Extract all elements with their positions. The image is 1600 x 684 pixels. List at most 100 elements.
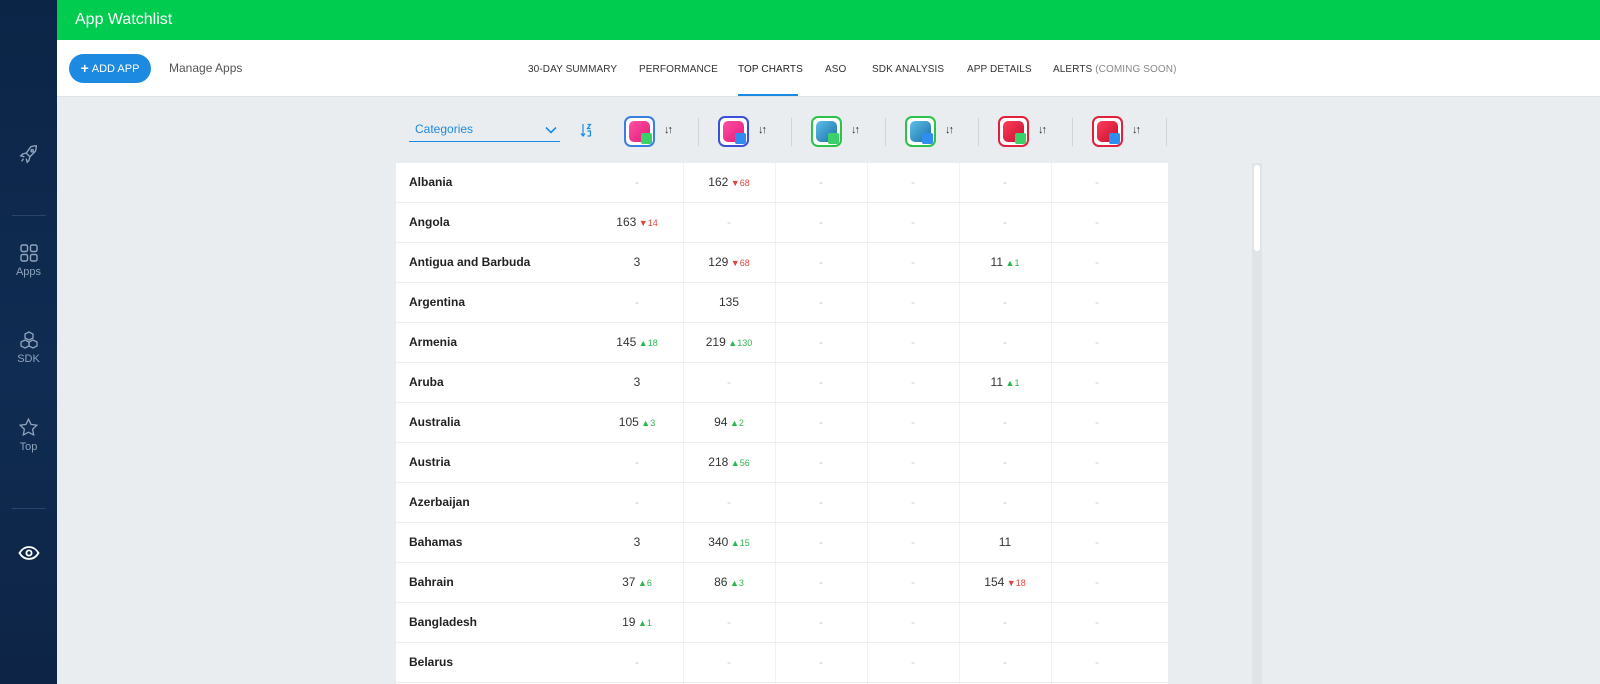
rank-change-value: 18 <box>647 338 658 348</box>
empty-rank: - <box>1003 495 1007 509</box>
rank-value: 11 <box>998 535 1012 549</box>
rank-value: 218 <box>708 455 729 469</box>
google-play-badge-icon <box>1015 133 1026 144</box>
empty-rank: - <box>819 295 823 309</box>
tab-sdk-analysis[interactable]: SDK ANALYSIS <box>872 64 945 75</box>
header-divider <box>885 118 886 146</box>
table-row[interactable]: Belarus - - - - - - <box>396 643 1168 683</box>
header-divider <box>698 118 699 146</box>
app-column-3[interactable]: ↓↑ <box>811 116 871 148</box>
table-row[interactable]: Antigua and Barbuda 3 129 ▼68 - - 11 ▲1 - <box>396 243 1168 283</box>
rank-value: 129 <box>708 255 729 269</box>
sort-icon[interactable]: ↓↑ <box>1038 124 1047 136</box>
country-name: Albania <box>409 175 453 189</box>
rank-change-up: ▲1 <box>1003 378 1020 388</box>
rank-change-value: 130 <box>737 338 753 348</box>
country-name: Australia <box>409 415 461 429</box>
triangle-down-icon: ▼ <box>728 258 740 268</box>
lr-app-icon[interactable] <box>1092 116 1123 147</box>
table-row[interactable]: Angola 163 ▼14 - - - - - <box>396 203 1168 243</box>
portrait-app-icon[interactable] <box>811 116 842 147</box>
table-row[interactable]: Azerbaijan - - - - - - <box>396 483 1168 523</box>
rank-cell: - <box>866 175 960 189</box>
portrait-app-icon[interactable] <box>905 116 936 147</box>
app-column-6[interactable]: ↓↑ <box>1092 116 1152 148</box>
sidebar-item-top[interactable]: Top <box>0 417 57 453</box>
empty-rank: - <box>819 415 823 429</box>
rank-cell: - <box>1050 255 1144 269</box>
rank-cell: - <box>958 655 1052 669</box>
empty-rank: - <box>819 495 823 509</box>
empty-rank: - <box>819 575 823 589</box>
table-row[interactable]: Armenia 145 ▲18 219 ▲130- - - - <box>396 323 1168 363</box>
triangle-up-icon: ▲ <box>727 578 739 588</box>
table-row[interactable]: Bangladesh 19 ▲1 - - - - - <box>396 603 1168 643</box>
rank-cell: - <box>866 455 960 469</box>
sort-icon[interactable]: ↓↑ <box>1132 124 1141 136</box>
table-row[interactable]: Bahamas 3 340 ▲15 - - 11 - <box>396 523 1168 563</box>
rank-cell: 3 <box>590 535 684 549</box>
table-row[interactable]: Austria - 218 ▲56 - - - - <box>396 443 1168 483</box>
eye-icon <box>17 546 40 560</box>
tab-alerts[interactable]: ALERTS (COMING SOON) <box>1053 64 1177 75</box>
table-row[interactable]: Australia 105 ▲3 94 ▲2- - - - <box>396 403 1168 443</box>
tab-aso[interactable]: ASO <box>825 64 847 75</box>
empty-rank: - <box>1095 655 1099 669</box>
rank-cell: - <box>1050 175 1144 189</box>
sidebar-item-sdk[interactable]: SDK <box>0 330 57 365</box>
rank-change-value: 68 <box>739 178 750 188</box>
sort-icon[interactable]: ↓↑ <box>945 124 954 136</box>
table-row[interactable]: Aruba 3 - - - 11 ▲1 - <box>396 363 1168 403</box>
rank-cell: - <box>866 215 960 229</box>
categories-dropdown[interactable]: Categories <box>409 120 560 142</box>
rank-change-value: 68 <box>739 258 750 268</box>
empty-rank: - <box>727 495 731 509</box>
rank-cell: - <box>1050 415 1144 429</box>
table-row[interactable]: Bahrain 37 ▲6 86 ▲3- -154 ▼18- <box>396 563 1168 603</box>
app-column-4[interactable]: ↓↑ <box>905 116 965 148</box>
tab-top-charts[interactable]: TOP CHARTS <box>738 64 803 75</box>
rank-change-up: ▲56 <box>728 458 750 468</box>
rank-cell: - <box>866 655 960 669</box>
rank-change-value: 3 <box>738 578 744 588</box>
triangle-up-icon: ▲ <box>725 338 738 348</box>
country-name: Antigua and Barbuda <box>409 255 531 269</box>
rank-cell: 163 ▼14 <box>590 215 684 229</box>
app-column-2[interactable]: ↓↑ <box>718 116 778 148</box>
sort-icon[interactable]: ↓↑ <box>758 124 767 136</box>
pink-app-icon[interactable] <box>624 116 655 147</box>
rank-cell: - <box>958 215 1052 229</box>
rank-cell: - <box>958 295 1052 309</box>
empty-rank: - <box>1095 175 1099 189</box>
empty-rank: - <box>727 375 731 389</box>
rank-cell: - <box>682 375 776 389</box>
lr-app-icon[interactable] <box>998 116 1029 147</box>
manage-apps-link[interactable]: Manage Apps <box>169 61 243 75</box>
add-app-button[interactable]: + ADD APP <box>69 54 151 83</box>
sort-alpha-icon[interactable] <box>580 123 592 137</box>
pink-app-icon[interactable] <box>718 116 749 147</box>
table-row[interactable]: Argentina - 135 - - - - <box>396 283 1168 323</box>
rank-value: 340 <box>708 535 729 549</box>
tab-30-day-summary[interactable]: 30-DAY SUMMARY <box>528 64 618 75</box>
sort-icon[interactable]: ↓↑ <box>851 124 860 136</box>
sort-icon[interactable]: ↓↑ <box>664 124 673 136</box>
sidebar-item-watchlist[interactable] <box>0 546 57 560</box>
rank-cell: - <box>774 215 868 229</box>
rank-value: 3 <box>633 375 641 389</box>
tab-app-details[interactable]: APP DETAILS <box>967 64 1032 75</box>
empty-rank: - <box>727 655 731 669</box>
rank-value: 37 <box>622 575 636 589</box>
app-column-1[interactable]: ↓↑ <box>624 116 684 148</box>
sidebar-item-apps[interactable]: Apps <box>0 243 57 278</box>
scrollbar-thumb[interactable] <box>1254 165 1260 251</box>
table-scrollbar[interactable] <box>1252 163 1262 684</box>
header-divider <box>1166 118 1167 146</box>
google-play-badge-icon <box>828 133 839 144</box>
sidebar-item-launch[interactable] <box>0 143 57 165</box>
empty-rank: - <box>1003 655 1007 669</box>
table-row[interactable]: Albania - 162 ▼68 - - - - <box>396 163 1168 203</box>
triangle-up-icon: ▲ <box>638 418 651 428</box>
app-column-5[interactable]: ↓↑ <box>998 116 1058 148</box>
tab-performance[interactable]: PERFORMANCE <box>639 64 718 75</box>
